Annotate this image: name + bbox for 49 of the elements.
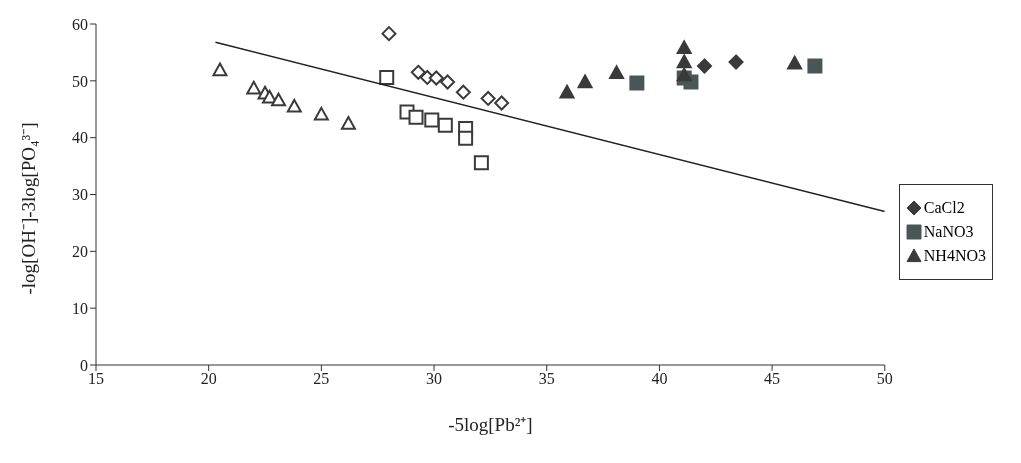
- point: [473, 155, 489, 171]
- point: [212, 62, 228, 77]
- point: [676, 67, 692, 82]
- point: [313, 106, 329, 121]
- point: [787, 55, 803, 70]
- x-tick-label: 45: [764, 370, 781, 388]
- point: [609, 65, 625, 80]
- point: [271, 92, 287, 107]
- y-tick-label: 20: [72, 243, 88, 261]
- point: [246, 80, 262, 95]
- x-tick-label: 15: [88, 370, 104, 388]
- point: [408, 109, 424, 125]
- point: [696, 58, 712, 74]
- y-axis-title: -log[OH⁻]-3log[PO₄³⁻]: [17, 122, 39, 295]
- x-tick-label: 35: [538, 370, 555, 388]
- point: [728, 54, 744, 70]
- point: [286, 98, 302, 113]
- point: [379, 69, 395, 85]
- point: [458, 130, 474, 146]
- legend-label: NH4NO3: [923, 246, 986, 265]
- point: [428, 70, 444, 86]
- point: [559, 84, 575, 99]
- y-tick-label: 60: [72, 15, 88, 33]
- point: [676, 40, 692, 55]
- legend-label: CaCl2: [923, 198, 965, 217]
- point: [577, 74, 593, 89]
- x-tick-label: 40: [651, 370, 668, 388]
- legend-label: NaNO3: [923, 222, 974, 241]
- x-tick-label: 30: [426, 370, 443, 388]
- point: [340, 115, 356, 130]
- point: [676, 54, 692, 69]
- y-tick-label: 0: [80, 356, 88, 374]
- point: [807, 58, 823, 74]
- y-tick-label: 30: [72, 186, 88, 204]
- point: [440, 74, 456, 90]
- x-axis-title: -5log[Pb²⁺]: [448, 414, 533, 435]
- y-tick-label: 50: [72, 72, 88, 90]
- point: [480, 90, 496, 106]
- x-tick-label: 50: [876, 370, 893, 388]
- y-tick-label: 10: [72, 299, 88, 317]
- point: [629, 75, 645, 91]
- point: [494, 95, 510, 111]
- y-tick-label: 40: [72, 129, 88, 147]
- x-tick-label: 20: [200, 370, 217, 388]
- point: [424, 112, 440, 128]
- x-tick-label: 25: [313, 370, 330, 388]
- point: [437, 117, 453, 133]
- point: [455, 84, 471, 100]
- point: [381, 26, 397, 42]
